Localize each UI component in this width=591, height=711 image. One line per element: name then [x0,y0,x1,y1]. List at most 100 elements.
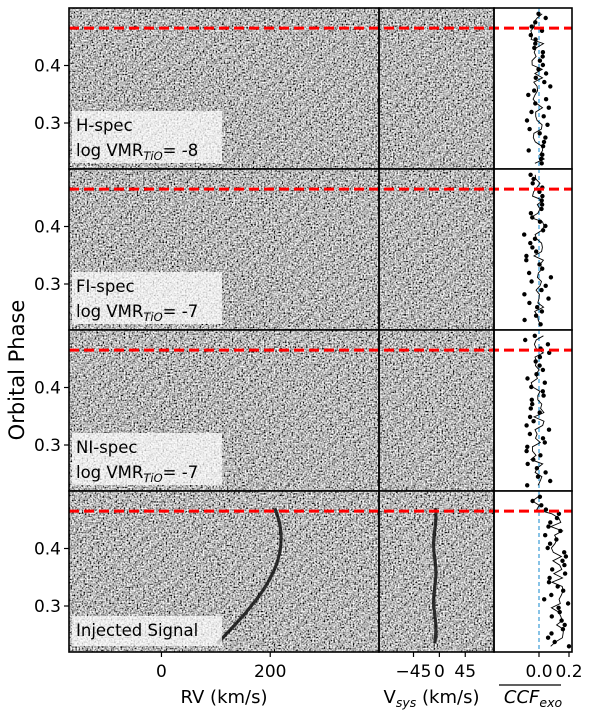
x-axis-label-rv: RV (km/s) [180,687,267,708]
ccf-smoothed-line [530,335,545,486]
ccf-point [543,135,548,140]
ccf-point [538,453,543,458]
ccf-smoothed-line [531,496,565,647]
ccf-point [562,550,567,555]
ccf-point [532,88,537,93]
ccf-point [545,122,550,128]
ccf-point [563,554,569,559]
ccf-point [556,511,562,516]
ccf-point [542,597,547,602]
ccf-point [533,359,538,364]
ccf-point [537,189,542,194]
ccf-point [530,245,535,250]
injected-signal-vsys-trail [431,508,438,644]
heatmap-texture [379,8,494,169]
panel-row-4: 0.4 0.3 Injected Signal [34,490,573,653]
ccf-point [539,287,544,293]
y-tick-label: 0.4 [34,379,61,399]
panel-label-line1: FI-spec [76,277,135,296]
ccf-point [541,393,546,398]
ccf-point [549,592,554,598]
ccf-point [528,172,533,177]
ccf-point [545,545,550,551]
x-axis-label-vsys: Vsys (km/s) [384,687,480,710]
ccf-point [540,54,545,59]
ccf-point [565,601,571,606]
ccf-point [557,609,562,615]
ccf-point [534,249,539,254]
ccf-point [533,75,538,81]
y-tick-label: 0.4 [34,218,61,238]
ccf-point [529,24,534,29]
x-tick-label: 0 [434,662,445,682]
ccf-point [548,84,553,89]
ccf-point [545,635,551,640]
ccf-point [525,376,530,381]
ccf-point [539,206,544,212]
panel-label-line1: H-spec [76,116,133,135]
ccf-point [529,109,534,115]
ccf-point [562,562,567,568]
ccf-point [524,448,529,454]
panel-label-line2: log VMRTiO= -7 [76,302,198,324]
panels-group: 0.4 0.3 H-spec log VMRTiO= -8 0.4 0.3 FI-spec l… [34,7,573,653]
ccf-point [546,105,551,110]
ccf-point [522,292,527,297]
ccf-point [534,372,539,377]
ccf-point [537,494,543,499]
x-tick-label: 0.0 [525,662,552,682]
ccf-point [526,92,531,98]
panel-label-box [72,433,222,485]
ccf-point [543,283,548,288]
panel-label-box [72,272,222,324]
ccf-point [550,567,555,572]
ccf-point [543,507,549,512]
ccf-point [526,148,531,153]
ccf-point [543,470,548,475]
ccf-point [539,161,544,166]
ccf-point [537,363,542,368]
ccf-point [543,223,548,229]
x-tick-label: 45 [454,662,476,682]
ccf-point [528,211,534,216]
ccf-point [543,97,549,102]
ccf-point [527,414,533,420]
ccf-point [536,11,541,16]
ccf-point [542,79,547,85]
ccf-point [524,118,530,123]
panel-label-box [72,111,222,163]
ccf-point [529,397,534,402]
ccf-panel-3 [494,330,572,491]
ccf-point [549,614,554,619]
ccf-point [542,380,547,385]
ccf-point [529,279,534,284]
ccf-point [548,520,553,525]
ccf-point [539,309,545,314]
panel-row-3: 0.4 0.3 NI-spec log VMRTiO= -7 [34,329,573,492]
axes-text-group: Orbital Phase [5,300,29,441]
ccf-panel-1 [494,8,572,169]
ccf-point [548,478,553,484]
ccf-point [527,300,532,306]
ccf-point [541,139,547,145]
x-axis-label-ccf: CCFexo [504,687,563,710]
ccf-point [546,524,551,529]
panel-row-2: 0.4 0.3 FI-spec log VMRTiO= -7 [34,168,573,331]
ccf-point [522,232,527,237]
ccf-point [543,533,548,538]
ccf-point [525,444,530,449]
heatmap-texture [379,330,494,491]
panel-row-1: 0.4 0.3 H-spec log VMRTiO= -8 [34,7,573,170]
injected-signal-trail [216,507,283,645]
ccf-point [537,131,542,136]
y-axis-label: Orbital Phase [5,300,29,441]
x-axes-group: 0 200 −45 0 45 0.0 0.2RV (km/s) Vsys (km/s) CCFe… [156,652,583,710]
ccf-point [548,275,554,280]
ccf-point [531,419,536,424]
ccf-point [547,350,552,355]
ccf-point [546,296,551,301]
panel-label-line2: log VMRTiO= -7 [76,463,198,485]
ccf-point [524,423,529,428]
ccf-point [540,193,545,199]
